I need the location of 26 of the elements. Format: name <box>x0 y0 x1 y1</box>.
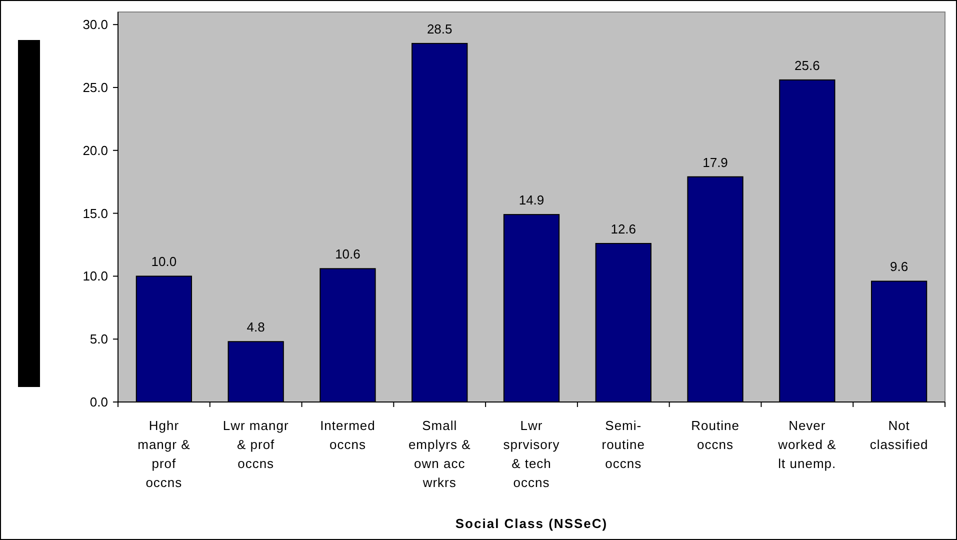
data-label: 4.8 <box>246 320 265 335</box>
x-tick-label: Lwr mangr & prof occns <box>222 418 289 471</box>
data-label: 12.6 <box>610 221 636 236</box>
y-tick-label: 10.0 <box>82 268 108 284</box>
data-label: 14.9 <box>518 192 544 208</box>
y-tick-label: 20.0 <box>82 142 108 158</box>
data-label: 10.6 <box>335 246 360 262</box>
y-tick-label: 5.0 <box>90 332 108 347</box>
x-tick-label: Small emplyrs & own acc wrkrs <box>408 418 471 490</box>
data-label: 25.6 <box>794 58 820 73</box>
data-label: 9.6 <box>890 259 908 274</box>
y-tick-label: 0.0 <box>90 394 108 410</box>
x-tick-label: Never worked & lt unemp. <box>777 418 836 471</box>
x-tick-label: Intermed occns <box>320 418 376 452</box>
x-tick-label: Semi-routine occns <box>602 418 646 471</box>
x-tick-label: Routine occns <box>691 418 740 452</box>
x-tick-label: Hghr mangr & prof occns <box>138 418 190 490</box>
y-tick-label: 15.0 <box>82 206 108 221</box>
x-axis-title: Social Class (NSSeC) <box>455 516 608 531</box>
data-label: 10.0 <box>151 254 177 270</box>
data-label: 17.9 <box>702 154 728 170</box>
y-tick-label: 25.0 <box>82 80 108 96</box>
x-tick-label: Not classified <box>870 418 928 452</box>
data-label: 28.5 <box>426 21 452 36</box>
x-tick-label: Lwr sprvisory & tech occns <box>503 418 560 490</box>
y-tick-label: 30.0 <box>82 17 108 32</box>
